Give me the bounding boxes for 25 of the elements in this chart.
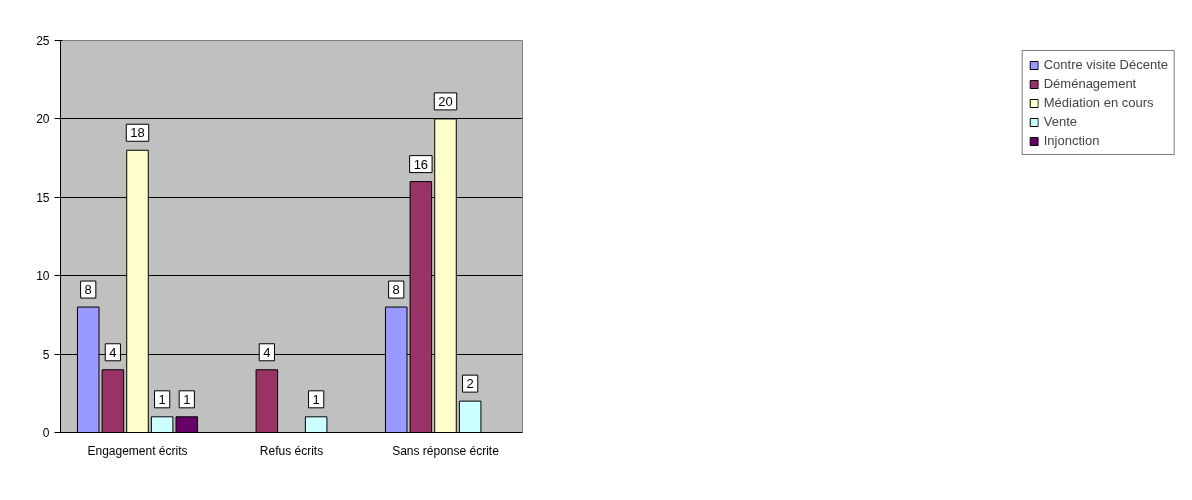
data-label: 4 xyxy=(263,344,271,360)
y-tick-label: 0 xyxy=(42,426,50,440)
y-tick-label: 10 xyxy=(36,269,50,284)
y-tick-label: 5 xyxy=(42,347,50,362)
legend-label: Déménagement xyxy=(1043,76,1137,91)
x-tick-label: Refus écrits xyxy=(259,443,324,458)
data-label: 1 xyxy=(183,391,191,407)
data-label: 4 xyxy=(109,344,117,360)
x-tick-label: Engagement écrits xyxy=(87,443,188,458)
data-label: 20 xyxy=(438,93,453,109)
data-label: 16 xyxy=(413,156,429,172)
data-label: 8 xyxy=(392,282,400,298)
data-label: 18 xyxy=(130,125,145,141)
legend-label: Médiation en cours xyxy=(1043,95,1154,110)
legend-label: Injonction xyxy=(1043,133,1100,148)
data-label: 2 xyxy=(466,376,474,392)
data-label: 1 xyxy=(312,391,320,407)
legend-label: Contre visite Décente xyxy=(1043,57,1168,72)
data-label: 8 xyxy=(84,282,92,298)
y-tick-label: 15 xyxy=(36,190,50,205)
x-tick-label: Sans réponse écrite xyxy=(392,443,500,458)
legend-label: Vente xyxy=(1043,114,1077,129)
y-tick-label: 25 xyxy=(36,34,50,48)
y-tick-label: 20 xyxy=(36,112,50,127)
data-label: 1 xyxy=(158,391,166,407)
